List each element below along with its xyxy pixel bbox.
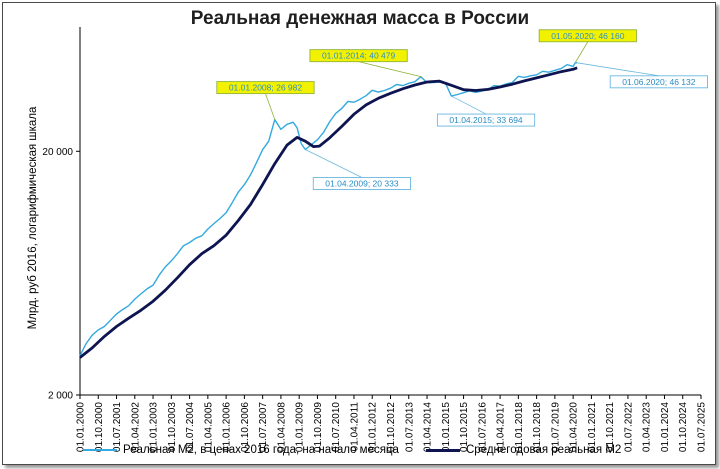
legend-swatch-real-m2: [83, 449, 117, 451]
x-tick-label: 01.07.2013: [404, 402, 415, 452]
y-tick-label: 20 000: [42, 147, 73, 158]
x-tick-label: 01.04.2002: [130, 402, 141, 452]
annotation-2015-04: 01.04.2015; 33 694: [436, 95, 536, 127]
annotation-box: [609, 75, 708, 89]
x-tick-label: 01.07.2022: [623, 402, 634, 452]
x-tick-label: 01.04.2014: [423, 402, 434, 452]
x-tick-label: 01.01.2015: [441, 402, 452, 452]
legend-item-annual-avg-m2: Среднегодовая реальная М2: [426, 444, 621, 456]
annotation-2020-06: 01.06.2020; 46 132: [577, 62, 708, 89]
annotation-box: [312, 177, 412, 190]
annotation-label: 01.01.2014; 40 479: [322, 51, 396, 61]
x-tick-label: 01.07.2019: [550, 402, 561, 452]
y-tick-label: 2 000: [48, 391, 73, 402]
chart-frame: [2, 2, 716, 465]
x-tick-label: 01.01.2018: [514, 402, 525, 452]
annotation-box: [436, 113, 536, 127]
x-tick-label: 01.10.2018: [532, 402, 543, 452]
annotation-label: 01.01.2008; 26 982: [229, 83, 303, 93]
annotation-leader-line: [574, 41, 589, 63]
annotation-leader-line: [265, 93, 276, 120]
x-tick-label: 01.01.2021: [587, 402, 598, 452]
annotation-box: [216, 81, 315, 95]
annotation-leader-line: [305, 149, 363, 178]
legend: Реальная М2, в ценах 2016 года, на начал…: [0, 444, 720, 462]
x-tick-label: 01.07.2010: [331, 402, 342, 452]
annotation-box: [538, 29, 637, 43]
x-tick-label: 01.07.2025: [697, 402, 708, 452]
y-tick-labels: 2 000 20 000: [42, 147, 80, 402]
x-tick-label: 01.10.2012: [386, 402, 397, 452]
legend-swatch-annual-avg-m2: [426, 448, 460, 452]
x-tick-label: 01.01.2009: [295, 402, 306, 452]
x-tick-label: 01.04.2008: [276, 402, 287, 452]
x-tick-label: 01.04.2011: [349, 402, 360, 452]
x-tick-label: 01.10.2015: [459, 402, 470, 452]
annotation-box: [309, 49, 408, 63]
series-annual-avg-m2-line: [79, 66, 578, 359]
series-real-m2-line: [79, 62, 578, 357]
legend-item-real-m2: Реальная М2, в ценах 2016 года, на начал…: [83, 444, 399, 456]
x-tick-label: 01.01.2024: [660, 402, 671, 452]
x-tick-label: 01.07.2007: [258, 402, 269, 452]
annotation-layer: 01.01.2008; 26 982 01.04.2009; 20 333 01.0…: [216, 29, 708, 190]
x-tick-label: 01.07.2001: [112, 402, 123, 452]
legend-label-annual-avg-m2: Среднегодовая реальная М2: [466, 444, 622, 456]
x-tick-label: 01.07.2016: [477, 402, 488, 452]
annotation-2009-04: 01.04.2009; 20 333: [305, 149, 412, 190]
chart-title: Реальная денежная масса в России: [190, 8, 530, 29]
x-tick-label: 01.10.2009: [313, 402, 324, 452]
x-tick-label: 01.04.2005: [203, 402, 214, 452]
x-tick-label: 01.07.2004: [185, 402, 196, 452]
x-tick-label: 01.10.2000: [94, 402, 105, 452]
x-tick-label: 01.10.2006: [240, 402, 251, 452]
x-tick-label: 01.10.2021: [605, 402, 616, 452]
x-tick-label: 01.04.2023: [642, 402, 653, 452]
annotation-2020-05: 01.05.2020; 46 160: [538, 29, 637, 63]
x-tick-label: 01.04.2017: [496, 402, 507, 452]
annotation-leader-line: [451, 95, 487, 115]
x-tick-label: 01.01.2012: [368, 402, 379, 452]
x-tick-label: 01.01.2003: [149, 402, 160, 452]
series-layer: [79, 62, 578, 359]
legend-label-real-m2: Реальная М2, в ценах 2016 года, на начал…: [123, 444, 399, 456]
x-tick-label: 01.10.2024: [678, 402, 689, 452]
axes: [79, 27, 701, 396]
annotation-label: 01.06.2020; 46 132: [622, 77, 696, 87]
x-tick-label: 01.10.2003: [167, 402, 178, 452]
annotation-label: 01.04.2009; 20 333: [325, 179, 399, 189]
annotation-label: 01.05.2020; 46 160: [551, 31, 625, 41]
annotation-label: 01.04.2015; 33 694: [449, 115, 523, 125]
annotation-leader-line: [358, 61, 422, 78]
x-tick-label: 01.04.2020: [569, 402, 580, 452]
x-tick-label: 01.01.2006: [222, 402, 233, 452]
annotation-2014-01: 01.01.2014; 40 479: [309, 49, 422, 78]
x-tick-labels: 01.01.2000 01.10.2000 01.07.2001 01.04.2002…: [76, 395, 708, 452]
annotation-leader-line: [577, 62, 659, 77]
annotation-2008-01: 01.01.2008; 26 982: [216, 81, 315, 120]
x-tick-label: 01.01.2000: [76, 402, 87, 452]
